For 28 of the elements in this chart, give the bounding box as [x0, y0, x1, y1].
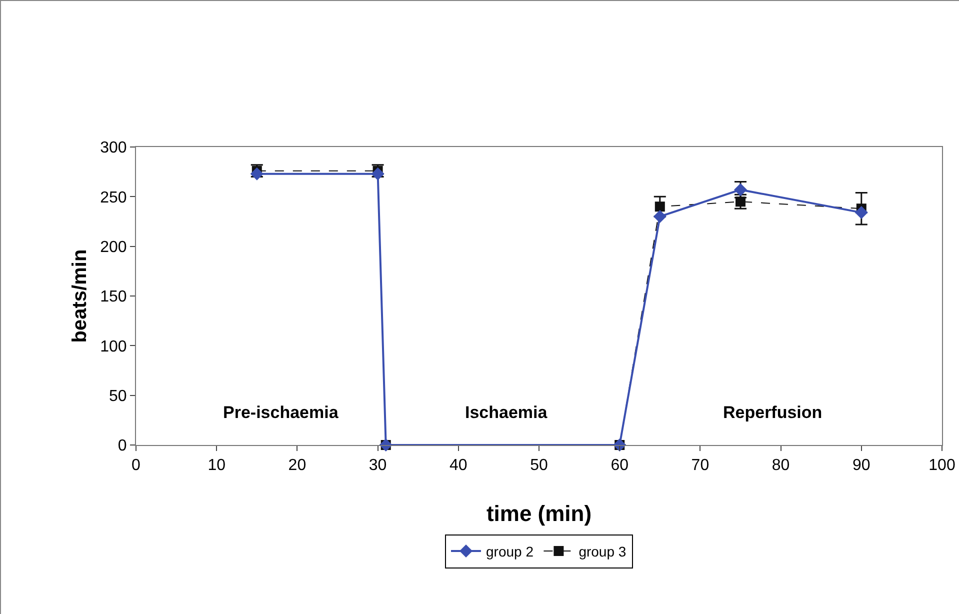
y-tick-label: 200 [100, 238, 127, 256]
y-axis-title: beats/min [69, 249, 91, 343]
x-axis-title: time (min) [486, 501, 592, 526]
legend-label: group 3 [578, 543, 626, 560]
y-tick-label: 50 [109, 388, 127, 405]
point [371, 167, 384, 180]
y-tick-label: 250 [100, 189, 127, 206]
x-tick-label: 60 [610, 457, 629, 474]
y-tick-label: 150 [100, 288, 127, 306]
x-tick-label: 40 [450, 457, 468, 474]
legend-label: group 2 [486, 543, 534, 560]
y-tick-label: 0 [118, 438, 127, 455]
point [250, 167, 264, 180]
x-tick-label: 0 [132, 457, 141, 474]
point [854, 206, 868, 220]
annotation: Ischaemia [465, 403, 548, 422]
x-tick-label: 10 [208, 457, 226, 474]
y-tick-label: 300 [100, 140, 127, 157]
x-tick-label: 80 [772, 457, 790, 474]
annotation: Pre-ischaemia [223, 403, 339, 422]
x-tick-label: 30 [368, 457, 387, 474]
x-tick-label: 50 [530, 457, 548, 474]
y-tick-label: 100 [100, 338, 127, 356]
x-tick-label: 90 [852, 457, 870, 474]
x-tick-label: 70 [691, 457, 710, 474]
x-tick-label: 20 [288, 457, 306, 474]
annotation: Reperfusion [723, 403, 822, 422]
x-tick-label: 100 [928, 457, 956, 474]
